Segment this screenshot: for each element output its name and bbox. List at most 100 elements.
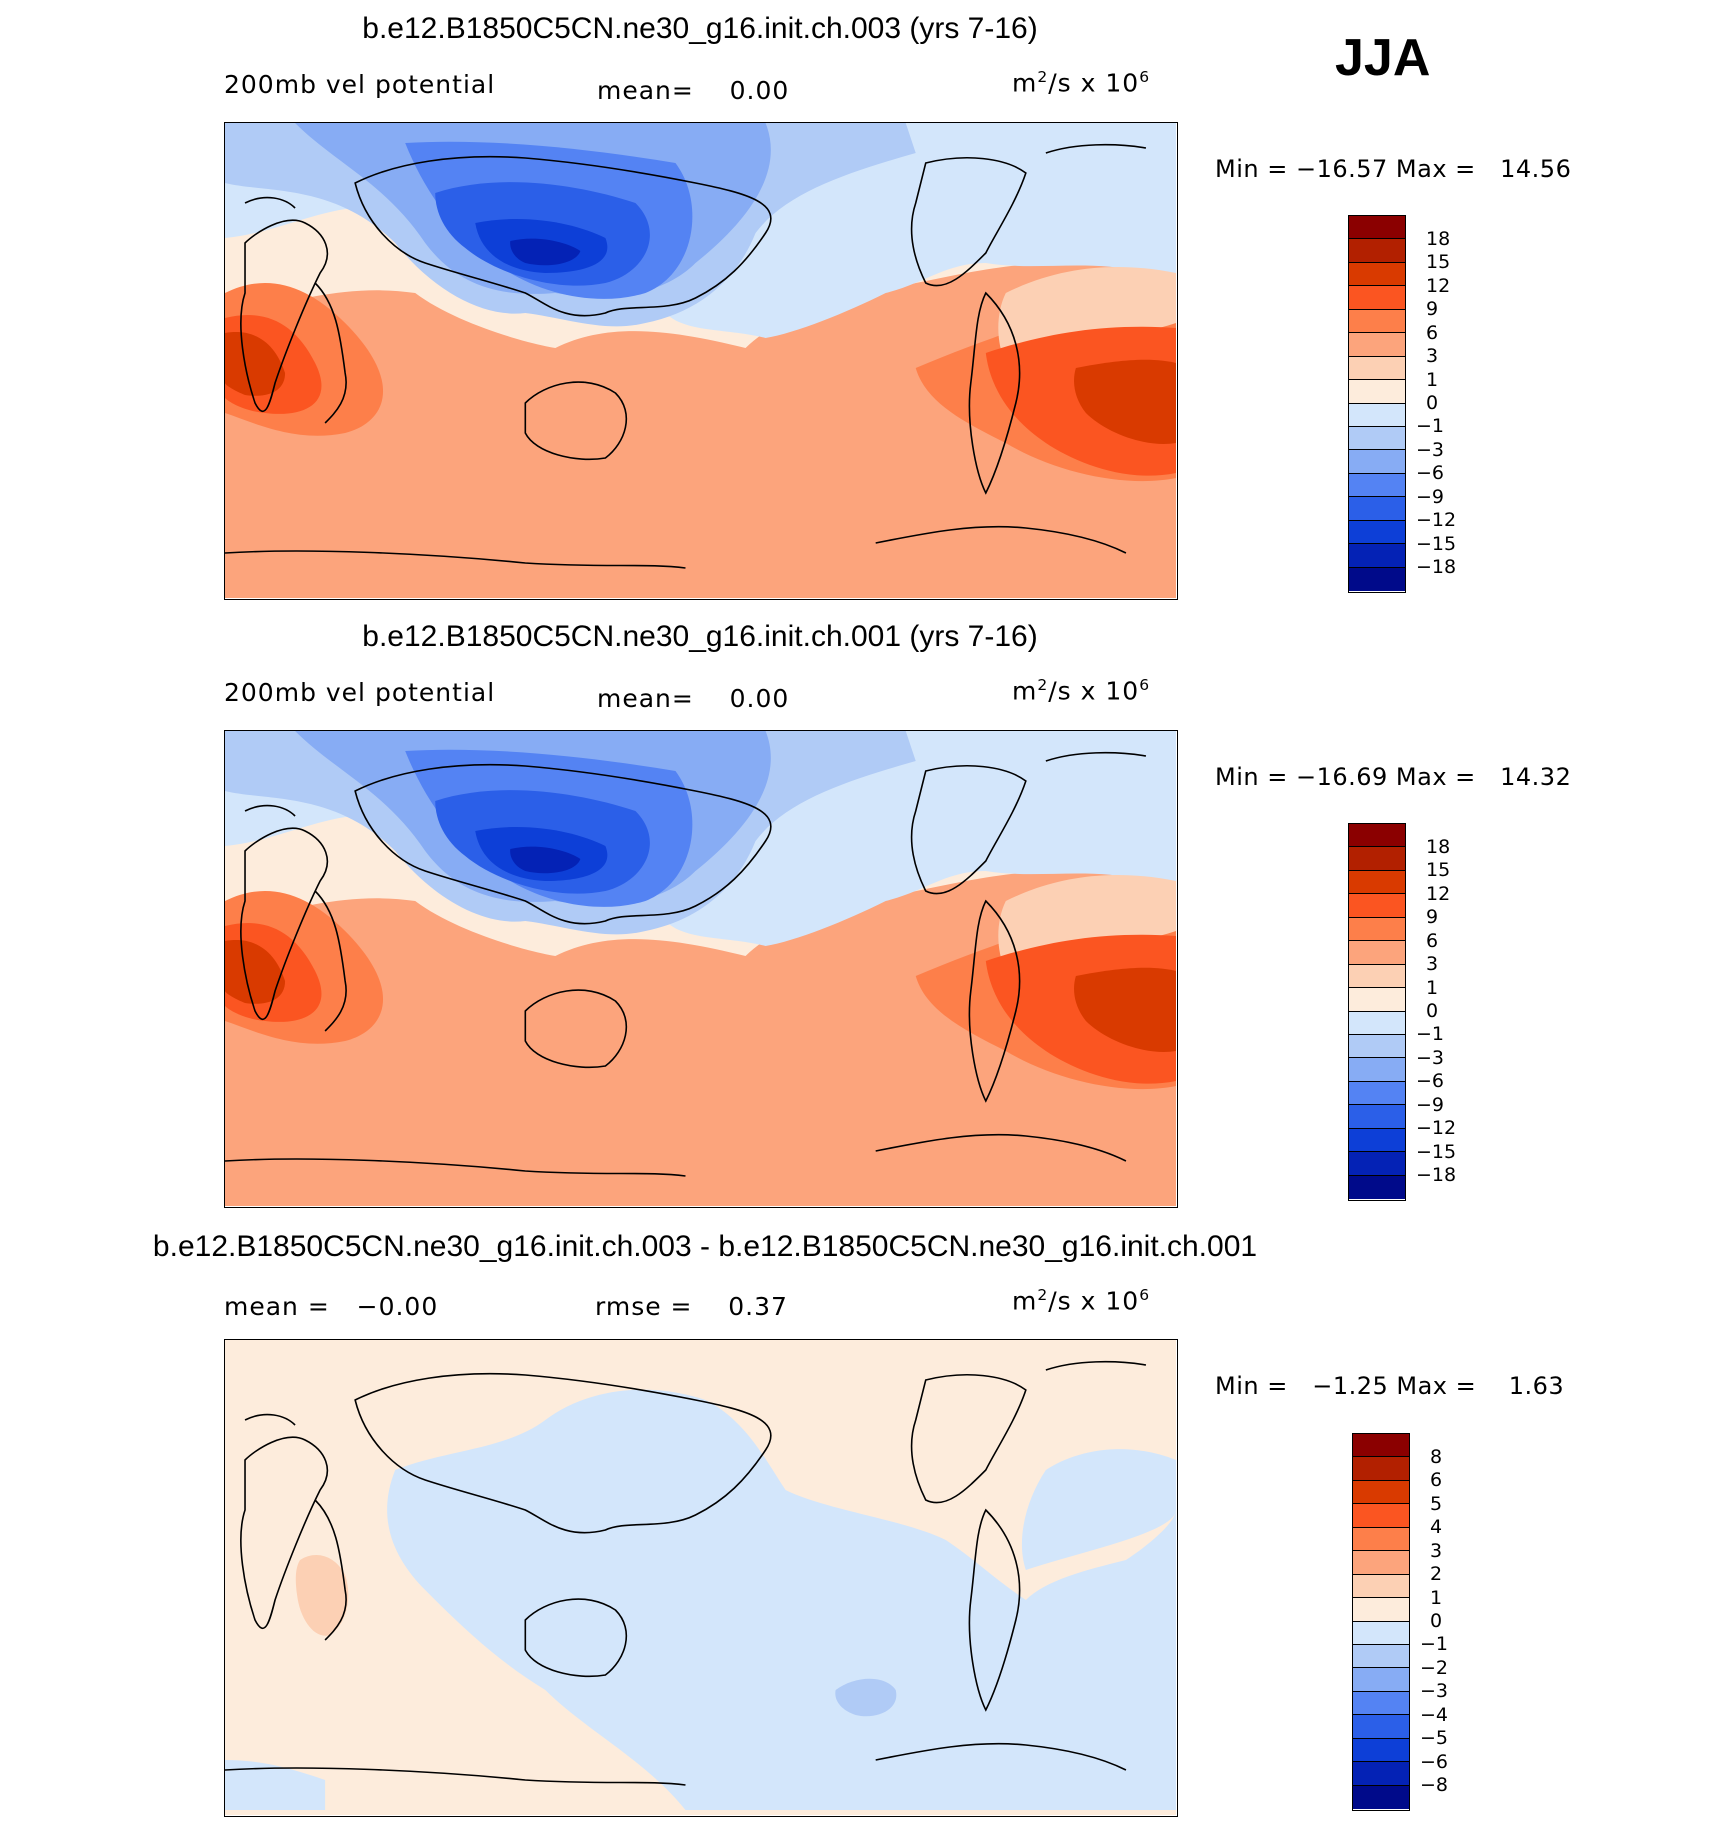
panel-3-min-max: Min = −1.25 Max = 1.63 <box>1215 1372 1565 1400</box>
colorbar-tick-label: 18 <box>1426 227 1451 250</box>
panel-1-map <box>224 122 1178 600</box>
colorbar-tick-label: 4 <box>1430 1516 1443 1539</box>
panel-3-mean-label: mean = −0.00 <box>224 1292 439 1321</box>
colorbar-swatch <box>1349 497 1405 521</box>
colorbar-tick-label: 6 <box>1426 321 1439 344</box>
colorbar-swatch <box>1349 894 1405 918</box>
colorbar-tick-label: 6 <box>1430 1469 1443 1492</box>
colorbar-tick-label: 5 <box>1430 1492 1443 1515</box>
colorbar-swatch <box>1349 567 1405 591</box>
colorbar-swatch <box>1349 356 1405 381</box>
colorbar-tick-label: 12 <box>1426 274 1451 297</box>
colorbar-tick-label: 0 <box>1426 1000 1439 1022</box>
colorbar-swatch <box>1353 1762 1409 1786</box>
colorbar-tick-label: −12 <box>1416 509 1457 532</box>
colorbar-tick-label: 0 <box>1426 392 1439 414</box>
panel-2-title: b.e12.B1850C5CN.ne30_g16.init.ch.001 (yr… <box>362 620 1038 653</box>
colorbar-swatch <box>1353 1621 1409 1645</box>
panel-2-variable-label: 200mb vel potential <box>224 678 496 707</box>
colorbar-tick-label: −8 <box>1420 1774 1449 1797</box>
panel-1-units: m2/s x 106 <box>1012 68 1151 98</box>
colorbar-swatch <box>1349 333 1405 357</box>
colorbar-swatch <box>1349 544 1405 568</box>
colorbar-tick-label: 12 <box>1426 882 1451 905</box>
panel-3-units: m2/s x 106 <box>1012 1286 1151 1316</box>
colorbar-swatch <box>1349 1081 1405 1106</box>
colorbar-tick-label: −5 <box>1420 1727 1449 1750</box>
colorbar-swatch <box>1353 1598 1409 1622</box>
colorbar-swatch <box>1349 917 1405 942</box>
panel-1-colorbar <box>1348 215 1406 593</box>
colorbar-swatch <box>1349 870 1405 895</box>
colorbar-tick-label: −18 <box>1416 1164 1457 1187</box>
panel-2-colorbar <box>1348 823 1406 1201</box>
colorbar-tick-label: −9 <box>1416 485 1445 508</box>
colorbar-swatch <box>1353 1715 1409 1739</box>
colorbar-tick-label: 9 <box>1426 298 1439 321</box>
colorbar-swatch <box>1353 1574 1409 1599</box>
colorbar-swatch <box>1353 1434 1409 1458</box>
colorbar-swatch <box>1349 286 1405 310</box>
colorbar-swatch <box>1353 1551 1409 1575</box>
panel-2-units: m2/s x 106 <box>1012 676 1151 706</box>
colorbar-tick-label: −12 <box>1416 1117 1457 1140</box>
panel-1-mean-label: mean= 0.00 <box>597 76 790 105</box>
colorbar-swatch <box>1353 1504 1409 1528</box>
colorbar-swatch <box>1353 1668 1409 1692</box>
colorbar-swatch <box>1353 1738 1409 1763</box>
colorbar-swatch <box>1349 473 1405 498</box>
colorbar-tick-label: −6 <box>1416 462 1445 485</box>
colorbar-tick-label: −1 <box>1420 1633 1449 1656</box>
colorbar-swatch <box>1349 403 1405 427</box>
colorbar-tick-label: −3 <box>1416 438 1445 461</box>
colorbar-swatch <box>1349 1034 1405 1059</box>
colorbar-swatch <box>1349 1058 1405 1082</box>
colorbar-swatch <box>1349 520 1405 545</box>
colorbar-tick-label: 0 <box>1430 1610 1443 1632</box>
colorbar-swatch <box>1349 1105 1405 1129</box>
colorbar-tick-label: 3 <box>1426 953 1439 976</box>
colorbar-tick-label: 1 <box>1426 976 1439 999</box>
panel-3-colorbar <box>1352 1433 1410 1811</box>
colorbar-tick-label: −18 <box>1416 556 1457 579</box>
colorbar-tick-label: −15 <box>1416 1140 1457 1163</box>
colorbar-swatch <box>1349 824 1405 848</box>
colorbar-swatch <box>1349 988 1405 1012</box>
colorbar-swatch <box>1349 847 1405 871</box>
season-label: JJA <box>1335 29 1431 87</box>
colorbar-swatch <box>1349 1152 1405 1176</box>
colorbar-tick-label: −15 <box>1416 532 1457 555</box>
colorbar-tick-label: 1 <box>1430 1586 1443 1609</box>
colorbar-swatch <box>1349 239 1405 263</box>
colorbar-tick-label: 15 <box>1426 251 1451 274</box>
colorbar-tick-label: −1 <box>1416 415 1445 438</box>
colorbar-swatch <box>1349 1175 1405 1199</box>
colorbar-tick-label: 3 <box>1430 1539 1443 1562</box>
colorbar-tick-label: −6 <box>1420 1750 1449 1773</box>
colorbar-swatch <box>1349 1128 1405 1153</box>
colorbar-swatch <box>1349 309 1405 334</box>
colorbar-tick-label: −6 <box>1416 1070 1445 1093</box>
colorbar-tick-label: −2 <box>1420 1656 1449 1679</box>
panel-3-rmse-label: rmse = 0.37 <box>595 1292 788 1321</box>
colorbar-tick-label: 18 <box>1426 835 1451 858</box>
panel-1-variable-label: 200mb vel potential <box>224 70 496 99</box>
colorbar-tick-label: −1 <box>1416 1023 1445 1046</box>
panel-1-title: b.e12.B1850C5CN.ne30_g16.init.ch.003 (yr… <box>362 12 1038 45</box>
colorbar-swatch <box>1349 216 1405 240</box>
colorbar-swatch <box>1353 1785 1409 1809</box>
panel-2-mean-label: mean= 0.00 <box>597 684 790 713</box>
colorbar-tick-label: 6 <box>1426 929 1439 952</box>
panel-3-map <box>224 1339 1178 1817</box>
colorbar-tick-label: −3 <box>1416 1046 1445 1069</box>
colorbar-tick-label: −9 <box>1416 1093 1445 1116</box>
colorbar-swatch <box>1349 380 1405 404</box>
colorbar-tick-label: −3 <box>1420 1680 1449 1703</box>
colorbar-tick-label: 3 <box>1426 345 1439 368</box>
colorbar-swatch <box>1349 450 1405 474</box>
colorbar-swatch <box>1353 1457 1409 1481</box>
colorbar-tick-label: 15 <box>1426 859 1451 882</box>
colorbar-swatch <box>1349 1011 1405 1035</box>
panel-2-min-max: Min = −16.69 Max = 14.32 <box>1215 763 1572 791</box>
colorbar-tick-label: 8 <box>1430 1445 1443 1468</box>
